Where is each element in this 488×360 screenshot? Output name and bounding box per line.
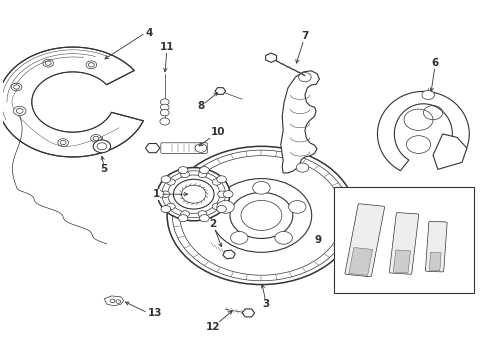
Circle shape: [167, 146, 355, 284]
Circle shape: [93, 140, 110, 153]
Bar: [428, 252, 440, 271]
Circle shape: [421, 90, 434, 100]
Circle shape: [199, 215, 209, 222]
Circle shape: [60, 140, 66, 145]
Circle shape: [223, 191, 233, 198]
Polygon shape: [280, 71, 319, 173]
Text: 2: 2: [209, 219, 216, 229]
Circle shape: [230, 231, 247, 244]
Circle shape: [274, 231, 292, 244]
Circle shape: [157, 168, 229, 221]
Circle shape: [160, 109, 169, 116]
Circle shape: [212, 179, 221, 185]
Polygon shape: [0, 47, 143, 157]
Bar: [348, 247, 372, 275]
Circle shape: [166, 203, 175, 210]
Text: 4: 4: [145, 28, 152, 38]
Polygon shape: [104, 296, 123, 306]
Circle shape: [178, 215, 187, 222]
Text: 9: 9: [314, 235, 321, 245]
Polygon shape: [145, 144, 160, 153]
Text: 11: 11: [160, 42, 174, 52]
Circle shape: [161, 206, 170, 212]
Circle shape: [178, 167, 187, 174]
Circle shape: [217, 191, 226, 197]
Text: 3: 3: [262, 299, 269, 309]
Circle shape: [216, 201, 234, 213]
Polygon shape: [223, 250, 235, 259]
Polygon shape: [242, 309, 254, 317]
Text: 12: 12: [205, 322, 220, 332]
Circle shape: [13, 106, 26, 116]
Circle shape: [199, 167, 209, 174]
Circle shape: [88, 63, 94, 67]
Circle shape: [212, 203, 221, 210]
FancyBboxPatch shape: [388, 213, 418, 274]
Circle shape: [288, 201, 305, 213]
Circle shape: [198, 171, 206, 177]
Circle shape: [161, 191, 169, 197]
FancyBboxPatch shape: [161, 143, 207, 153]
Polygon shape: [377, 91, 468, 171]
Circle shape: [252, 181, 269, 194]
Circle shape: [216, 206, 226, 212]
Bar: [392, 250, 410, 273]
Text: 6: 6: [431, 58, 438, 68]
Circle shape: [166, 179, 175, 185]
Polygon shape: [432, 134, 466, 169]
Polygon shape: [215, 87, 225, 94]
Circle shape: [298, 73, 310, 82]
Circle shape: [216, 176, 226, 183]
Circle shape: [160, 99, 169, 105]
Circle shape: [160, 118, 169, 125]
Text: 7: 7: [301, 31, 308, 41]
Circle shape: [45, 61, 51, 65]
Circle shape: [154, 191, 164, 198]
Circle shape: [198, 211, 206, 217]
Text: 8: 8: [197, 101, 204, 111]
Text: 13: 13: [147, 308, 162, 318]
Circle shape: [93, 136, 99, 140]
Text: 5: 5: [101, 165, 108, 174]
Bar: [333, 187, 473, 293]
Circle shape: [160, 104, 169, 111]
Polygon shape: [265, 53, 276, 62]
Circle shape: [14, 85, 20, 89]
Circle shape: [296, 163, 308, 172]
Circle shape: [180, 171, 189, 177]
Circle shape: [161, 176, 170, 183]
Circle shape: [195, 144, 206, 152]
Text: 10: 10: [210, 127, 224, 137]
Text: 1: 1: [152, 189, 160, 199]
FancyBboxPatch shape: [344, 204, 384, 277]
FancyBboxPatch shape: [425, 221, 446, 272]
Circle shape: [180, 211, 189, 217]
